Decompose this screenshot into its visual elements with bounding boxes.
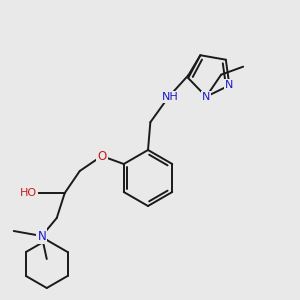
Text: N: N <box>38 230 46 242</box>
Text: N: N <box>202 92 210 102</box>
Text: O: O <box>97 149 106 163</box>
Text: HO: HO <box>20 188 37 198</box>
Text: NH: NH <box>162 92 179 102</box>
Text: N: N <box>225 80 234 90</box>
